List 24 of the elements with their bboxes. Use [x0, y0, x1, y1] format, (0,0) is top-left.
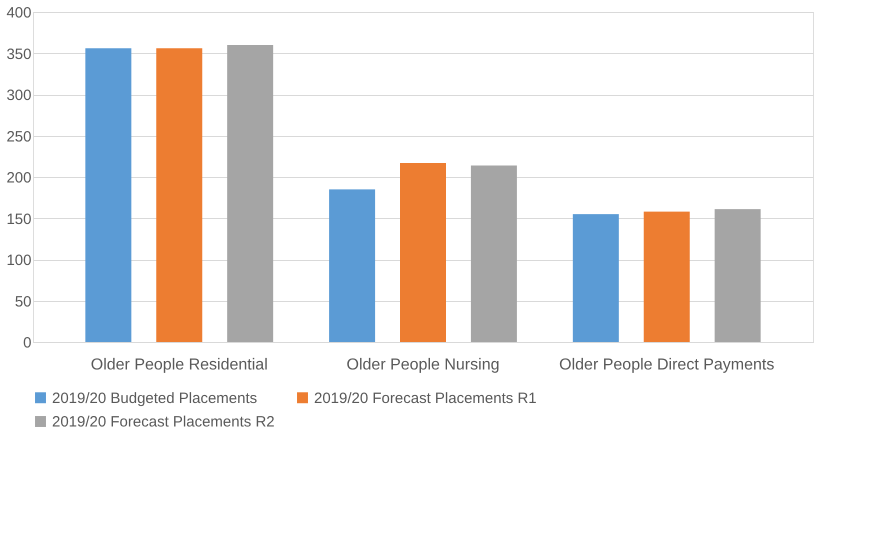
- x-tick-label: Older People Direct Payments: [559, 356, 774, 374]
- bar: [714, 209, 761, 342]
- legend-label: 2019/20 Forecast Placements R1: [314, 390, 537, 407]
- bar: [329, 189, 376, 342]
- y-tick-label: 250: [6, 128, 32, 146]
- bar: [572, 214, 619, 342]
- y-tick-label: 100: [6, 252, 32, 269]
- bar: [644, 212, 690, 342]
- legend-label: 2019/20 Budgeted Placements: [52, 390, 258, 407]
- bar: [227, 45, 274, 342]
- y-tick-label: 50: [14, 293, 32, 310]
- y-tick-label: 400: [6, 4, 32, 22]
- x-tick-label: Older People Nursing: [346, 356, 500, 374]
- y-tick-label: 200: [6, 170, 32, 186]
- y-tick-label: 350: [6, 46, 32, 63]
- legend-label: 2019/20 Forecast Placements R2: [52, 414, 275, 430]
- y-tick-label: 0: [23, 334, 32, 352]
- bar: [470, 165, 517, 342]
- bar: [85, 48, 132, 342]
- y-tick-label: 300: [6, 87, 32, 104]
- y-tick-label: 150: [6, 210, 32, 228]
- bar: [156, 48, 202, 342]
- bar: [400, 162, 446, 342]
- x-tick-label: Older People Residential: [90, 356, 268, 374]
